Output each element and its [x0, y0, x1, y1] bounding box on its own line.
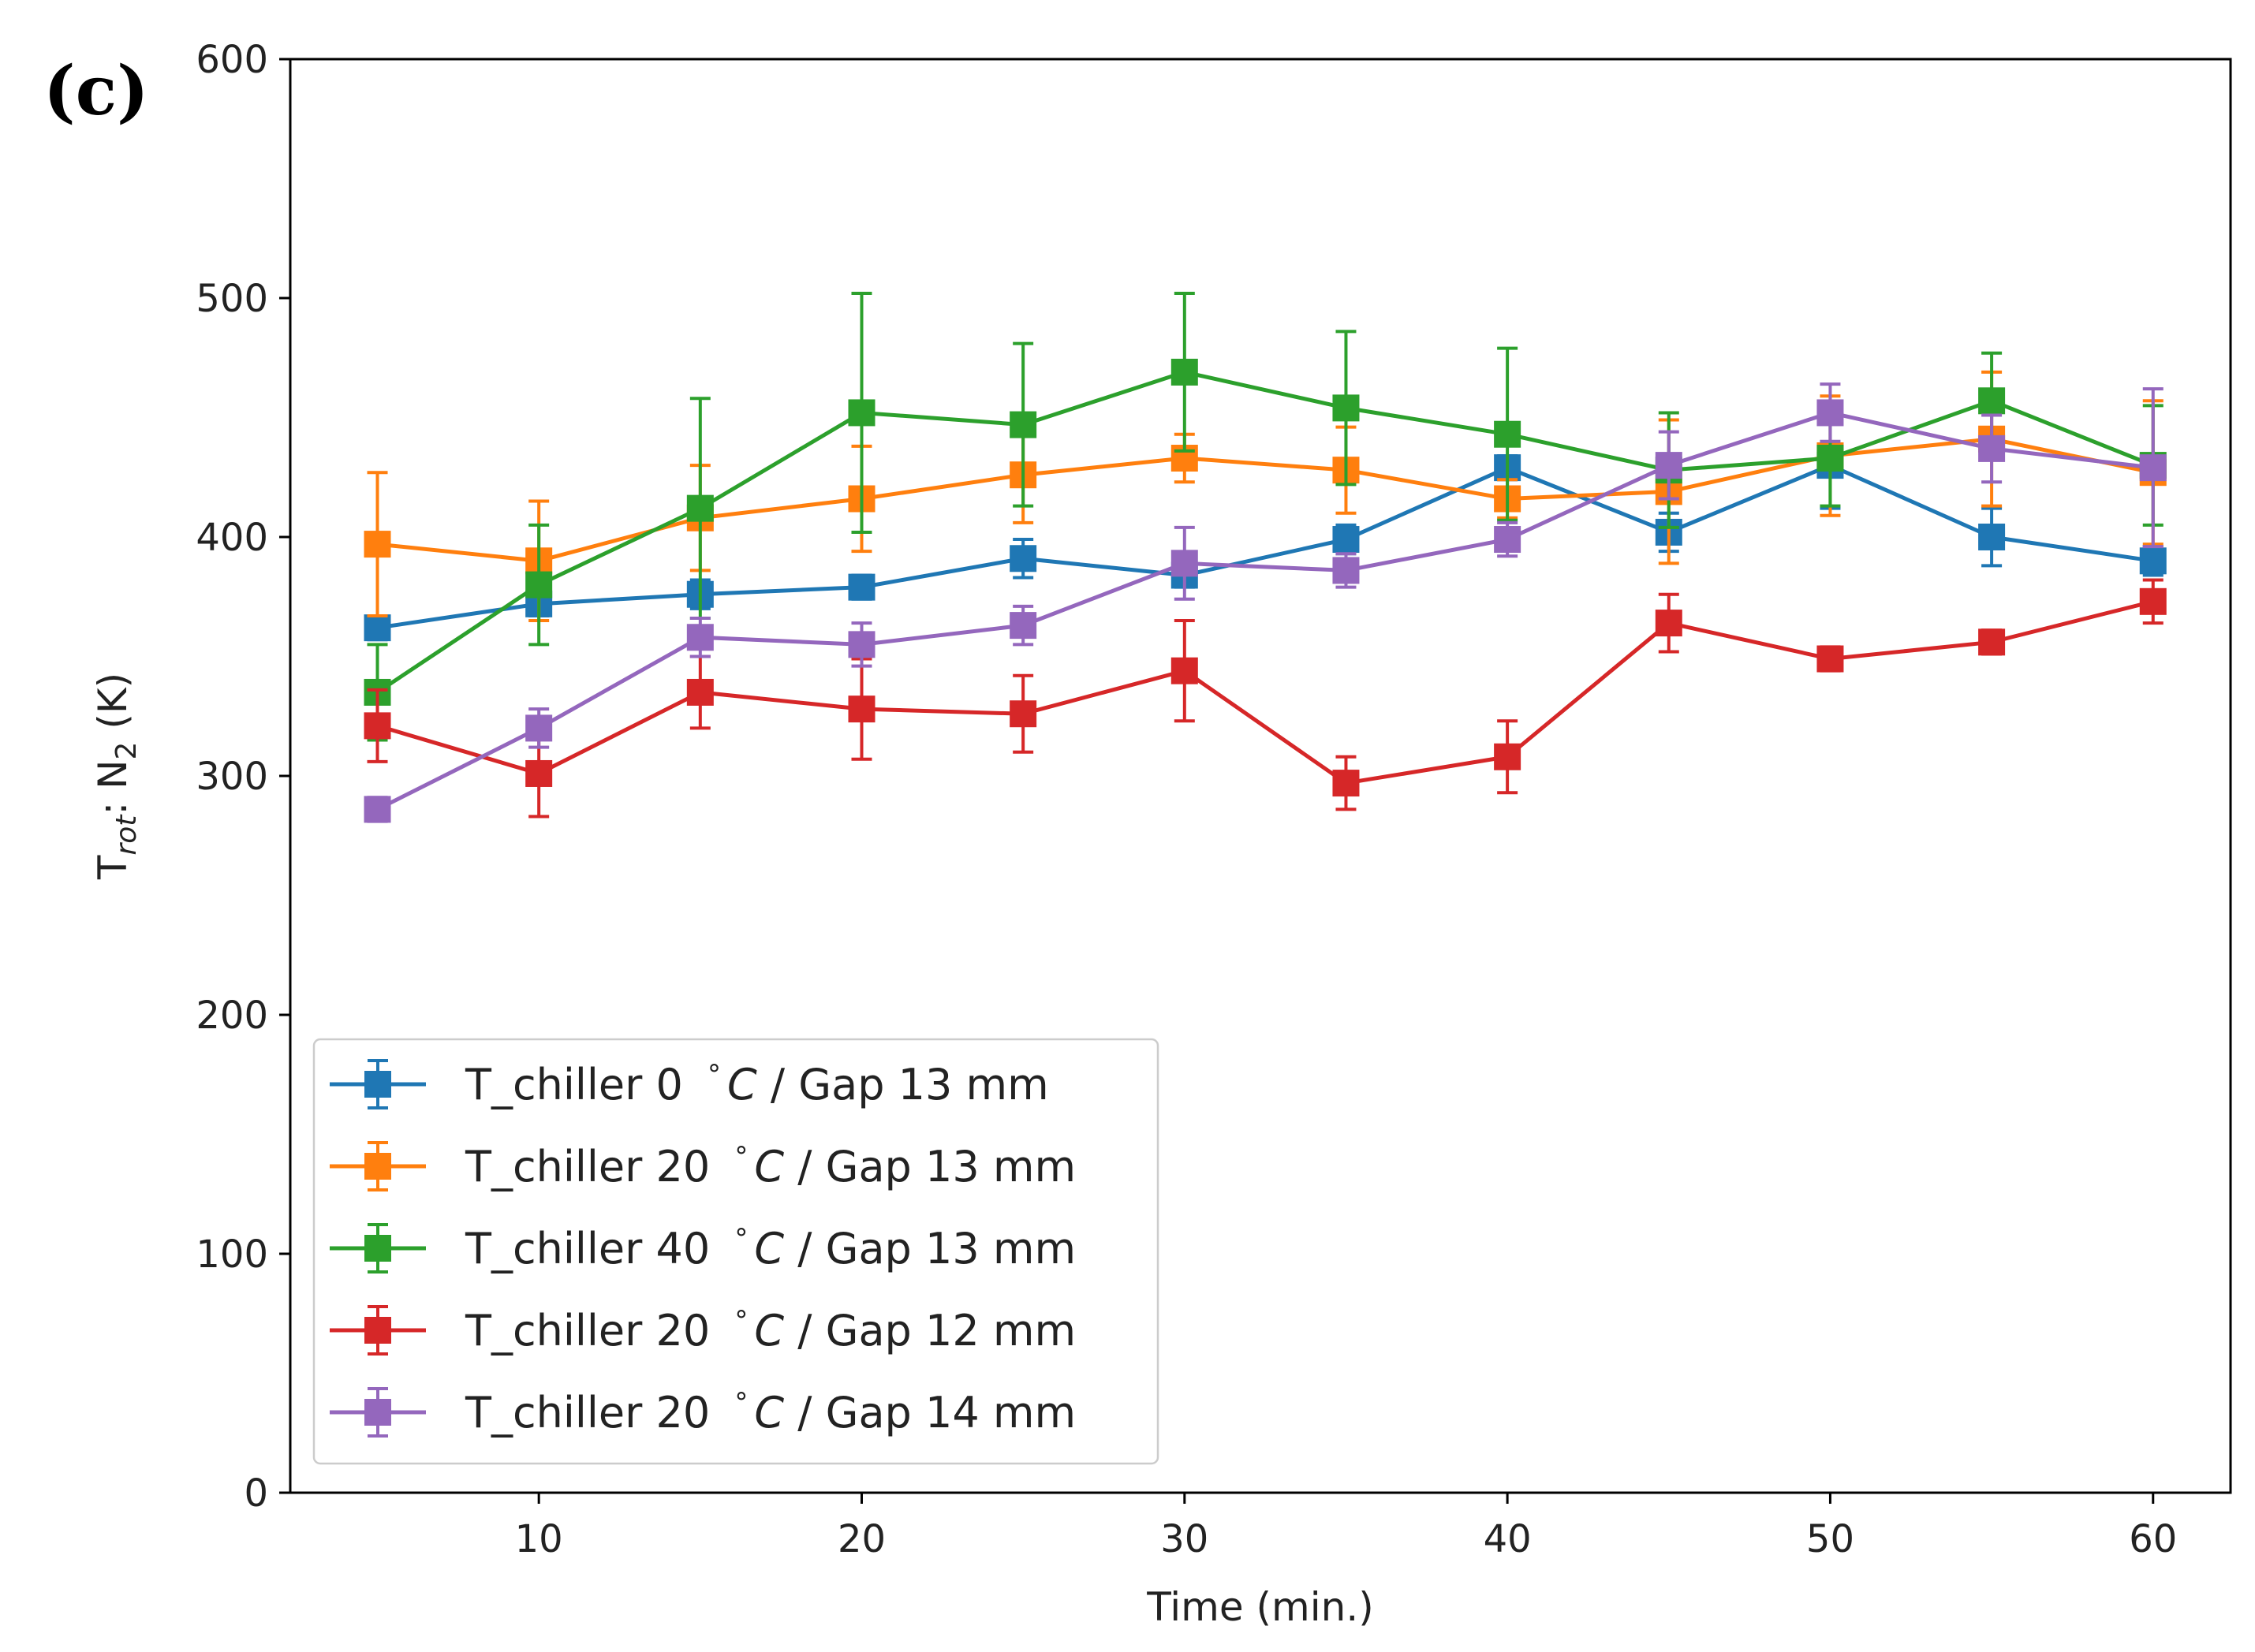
- data-point: [2139, 587, 2167, 615]
- legend-label: T_chiller 40 ° C / Gap 13 mm: [465, 1223, 1076, 1273]
- data-point: [1978, 387, 2006, 415]
- data-point: [848, 573, 875, 601]
- data-point: [848, 695, 875, 723]
- y-tick-label: 600: [196, 38, 268, 82]
- data-point: [1978, 434, 2006, 462]
- data-point: [1332, 557, 1360, 584]
- data-point: [1494, 743, 1521, 770]
- y-tick-label: 100: [196, 1232, 268, 1277]
- data-point: [1170, 358, 1198, 386]
- x-tick-label: 50: [1806, 1517, 1854, 1561]
- data-point: [1978, 524, 2006, 550]
- legend-label: T_chiller 20 ° C / Gap 12 mm: [465, 1305, 1076, 1356]
- legend-frame: [312, 1038, 1159, 1465]
- legend-marker: [364, 1317, 391, 1344]
- data-point: [364, 712, 391, 740]
- legend-marker: [364, 1071, 391, 1098]
- legend-item: T_chiller 20 ° C / Gap 12 mm: [330, 1305, 1076, 1356]
- series-line: [376, 410, 2154, 811]
- legend-label: T_chiller 20 ° C / Gap 14 mm: [465, 1387, 1076, 1438]
- series-1: [364, 420, 2167, 642]
- data-point: [364, 531, 391, 558]
- data-point: [1978, 628, 2006, 656]
- legend-item: T_chiller 40 ° C / Gap 13 mm: [330, 1223, 1076, 1273]
- data-point: [2139, 454, 2167, 482]
- legend-marker: [364, 1235, 391, 1262]
- series-5: [364, 382, 2167, 823]
- data-point: [686, 624, 714, 651]
- x-axis-label: Time (min.): [1146, 1584, 1373, 1630]
- series-4: [364, 578, 2167, 819]
- x-tick-label: 40: [1484, 1517, 1532, 1561]
- data-point: [1010, 411, 1037, 438]
- data-point: [1494, 420, 1521, 448]
- data-point: [1170, 657, 1198, 684]
- data-point: [1494, 526, 1521, 554]
- y-tick-label: 500: [196, 277, 268, 321]
- series-line: [377, 463, 2154, 630]
- data-point: [525, 759, 553, 787]
- data-point: [2139, 547, 2167, 575]
- data-point: [1816, 399, 1844, 427]
- data-point: [525, 714, 553, 742]
- y-axis-label: Trot: N2 (K): [90, 673, 143, 880]
- data-point: [686, 678, 714, 706]
- x-tick-label: 60: [2129, 1517, 2177, 1561]
- series-layer: [364, 291, 2167, 823]
- data-point: [1655, 452, 1682, 479]
- x-tick-label: 20: [838, 1517, 886, 1561]
- data-point: [1816, 445, 1844, 472]
- data-point: [525, 571, 553, 599]
- legend-marker: [364, 1153, 391, 1180]
- legend-label: T_chiller 0 ° C / Gap 13 mm: [465, 1059, 1049, 1109]
- y-tick-label: 200: [196, 994, 268, 1038]
- data-point: [1332, 526, 1360, 554]
- series-line: [377, 437, 2154, 563]
- x-tick-label: 10: [515, 1517, 563, 1561]
- legend-marker: [364, 1399, 391, 1426]
- data-point: [1332, 394, 1360, 422]
- panel-label: (c): [43, 51, 149, 131]
- data-point: [1816, 645, 1844, 673]
- legend-item: T_chiller 20 ° C / Gap 13 mm: [330, 1141, 1076, 1191]
- data-point: [1010, 545, 1037, 572]
- y-tick-label: 300: [196, 755, 268, 799]
- data-point: [1010, 612, 1037, 640]
- data-point: [1655, 610, 1682, 637]
- plot-area-frame: [289, 58, 2232, 1494]
- data-point: [1332, 770, 1360, 797]
- data-point: [364, 796, 391, 823]
- legend: T_chiller 0 ° C / Gap 13 mm T_chiller 20 °…: [312, 1038, 1159, 1465]
- legend-item: T_chiller 0 ° C / Gap 13 mm: [330, 1059, 1049, 1109]
- series-line: [376, 599, 2154, 785]
- data-point: [1170, 550, 1198, 577]
- legend-item: T_chiller 20 ° C / Gap 14 mm: [330, 1387, 1076, 1438]
- legend-label: T_chiller 20 ° C / Gap 13 mm: [465, 1141, 1076, 1191]
- data-point: [364, 614, 391, 642]
- series-line: [376, 370, 2154, 695]
- data-point: [686, 494, 714, 522]
- y-tick-label: 0: [244, 1471, 268, 1516]
- y-tick-label: 400: [196, 516, 268, 560]
- data-point: [848, 399, 875, 427]
- data-point: [848, 631, 875, 658]
- data-point: [1010, 700, 1037, 728]
- x-tick-label: 30: [1160, 1517, 1208, 1561]
